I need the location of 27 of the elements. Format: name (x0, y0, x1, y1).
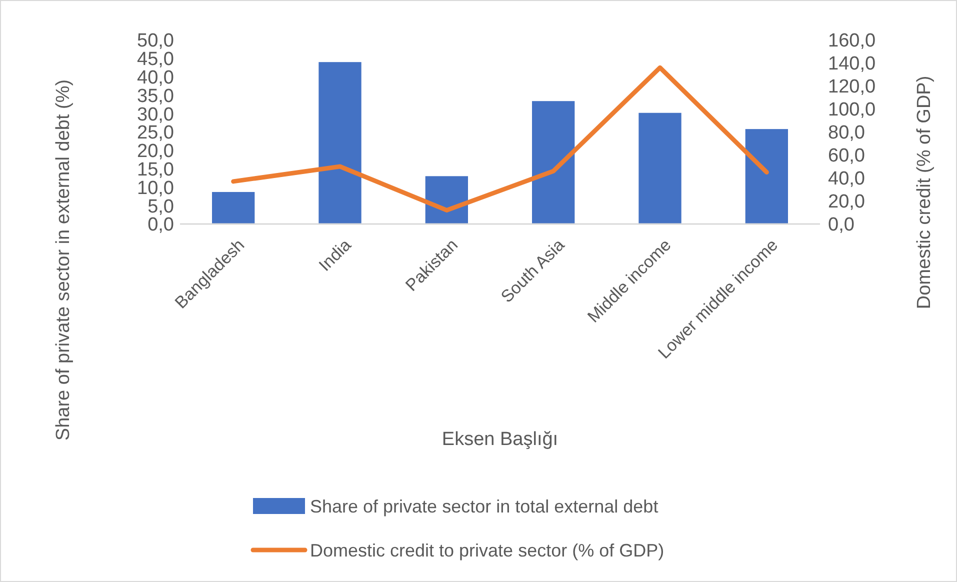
y-tick-label: 10,0 (137, 178, 174, 199)
y2-tick-label: 40,0 (828, 168, 865, 190)
y-axis-title: Share of private sector in external debt (%) (52, 78, 75, 443)
y2-tick-label: 80,0 (828, 122, 865, 144)
bar (745, 129, 788, 224)
y-tick-label: 50,0 (137, 30, 174, 52)
x-axis-title: Eksen Başlığı (442, 429, 558, 450)
y2-tick-label: 120,0 (828, 76, 876, 98)
bar (532, 101, 575, 224)
legend-label: Share of private sector in total external debt (310, 496, 658, 516)
y2-tick-label: 100,0 (828, 100, 876, 121)
y2-tick-label: 140,0 (828, 54, 876, 75)
bar (212, 192, 255, 224)
y2-tick-label: 20,0 (828, 192, 865, 213)
y-tick-label: 25,0 (137, 122, 174, 144)
bar (318, 62, 362, 224)
y-tick-label: 30,0 (137, 104, 174, 126)
y-tick-label: 0,0 (148, 214, 174, 236)
y-tick-label: 5,0 (148, 196, 174, 218)
y2-tick-label: 160,0 (828, 30, 876, 52)
y2-tick-label: 60,0 (828, 146, 865, 167)
bar (638, 112, 682, 224)
y2-axis-title: Domestic credit (% of GDP) (914, 76, 935, 310)
y2-tick-label: 0,0 (828, 214, 854, 236)
y-tick-label: 35,0 (137, 86, 174, 107)
line-series (231, 65, 769, 212)
legend-label: Domestic credit to private sector (% of GDP) (310, 540, 664, 560)
